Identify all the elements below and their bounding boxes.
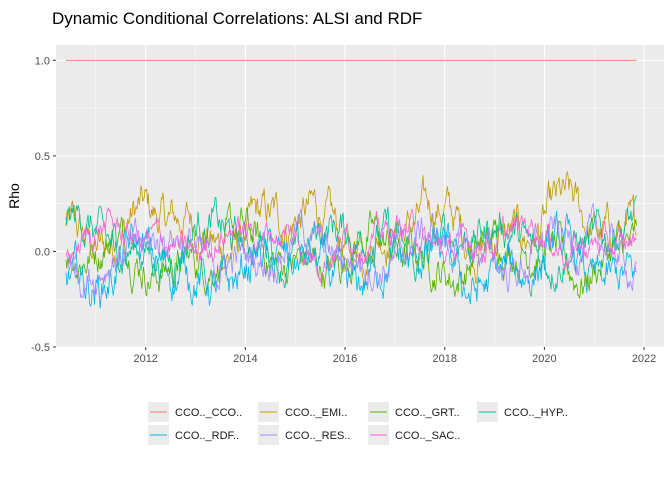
legend-label-6: CCO.._SAC..: [395, 430, 460, 442]
y-axis: -0.5 0.0 0.5 1.0: [31, 55, 56, 354]
legend-label-5: CCO.._RES..: [285, 430, 350, 442]
x-tick-label: 2022: [632, 353, 656, 365]
x-tick-label: 2016: [333, 353, 357, 365]
x-tick-label: 2014: [233, 353, 257, 365]
legend-label-2: CCO.._GRT..: [395, 407, 460, 419]
legend-label-3: CCO.._HYP..: [504, 407, 568, 419]
series-group: [65, 59, 637, 309]
x-axis: 2012 2014 2016 2018 2020 2022: [133, 347, 656, 365]
x-tick-label: 2012: [133, 353, 157, 365]
legend-label-1: CCO.._EMI..: [285, 407, 347, 419]
legend-label-4: CCO.._RDF..: [175, 430, 239, 442]
x-tick-label: 2020: [532, 353, 556, 365]
series-line-5: [65, 203, 637, 299]
legend: CCO.._CCO.. CCO.._EMI.. CCO.._GRT.. CCO.._H…: [148, 402, 568, 445]
y-tick-label: 0.0: [35, 246, 50, 258]
y-tick-label: 1.0: [35, 55, 50, 67]
plot-panel: [56, 45, 664, 347]
y-axis-title: Rho: [6, 183, 22, 209]
x-tick-label: 2018: [432, 353, 456, 365]
series-line-6: [65, 207, 637, 284]
chart-title: Dynamic Conditional Correlations: ALSI a…: [52, 9, 422, 28]
legend-label-0: CCO.._CCO..: [175, 407, 242, 419]
series-line-4: [65, 210, 637, 309]
y-tick-label: -0.5: [31, 342, 50, 354]
y-tick-label: 0.5: [35, 151, 50, 163]
